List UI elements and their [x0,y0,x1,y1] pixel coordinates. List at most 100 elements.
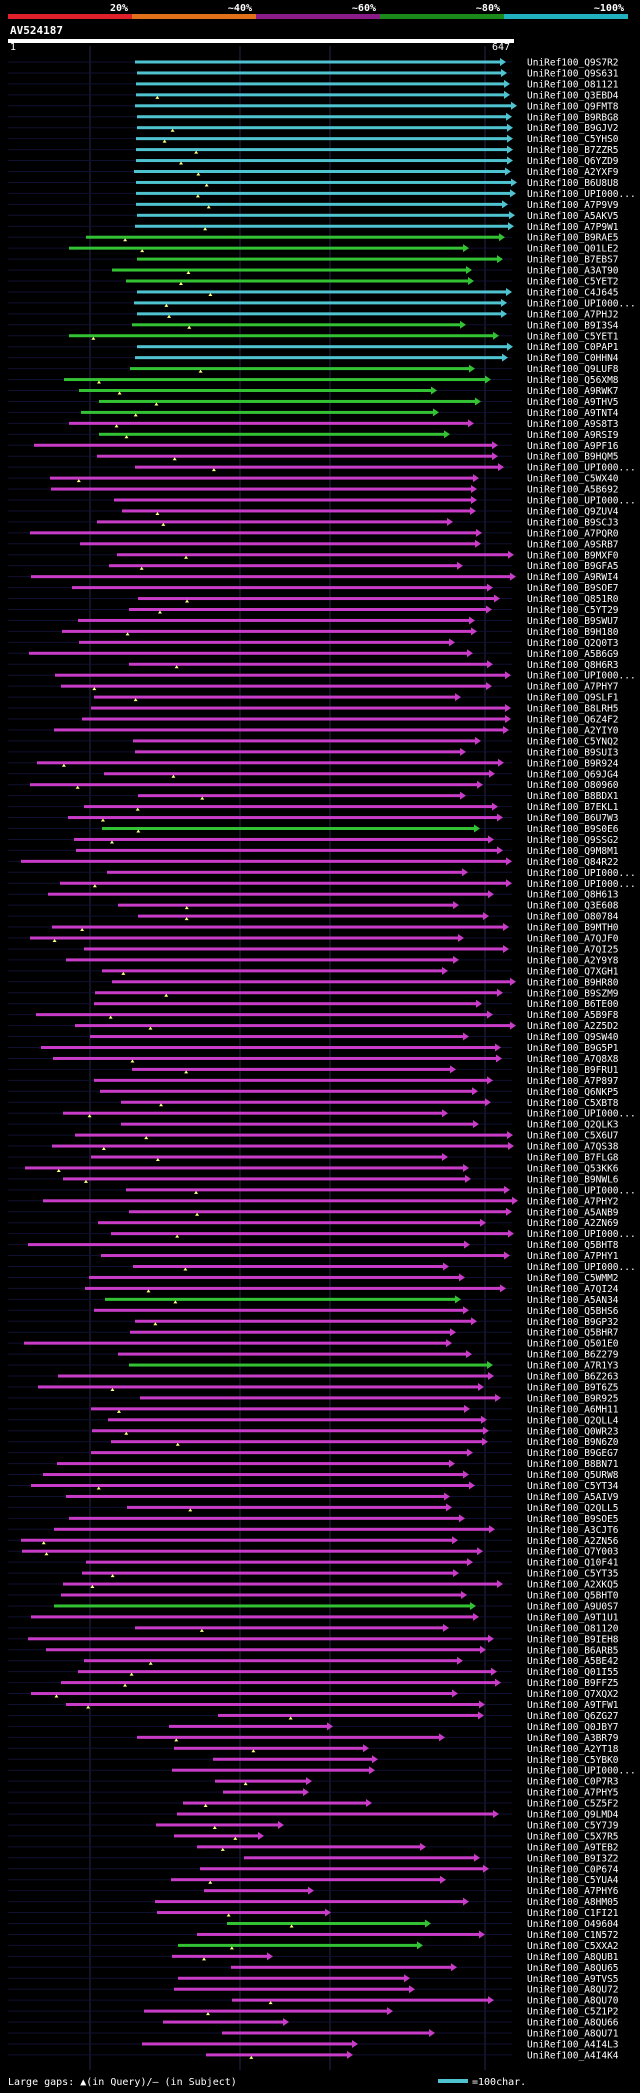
query-gap-marker [155,95,160,99]
hit-bar [222,2031,429,2035]
hit-label: UniRef100_Q5BHT0 [527,1591,619,1602]
hit-label: UniRef100_Q5BHT8 [527,1240,619,1251]
hit-label: UniRef100_C5YHS0 [527,134,619,145]
hit-arrow [439,1733,445,1742]
hit-arrow [431,386,437,395]
hit-bar [137,345,507,349]
hit-bar [178,1943,417,1947]
hit-arrow [470,506,476,515]
hit-label: UniRef100_A8QU71 [527,2029,619,2040]
hit-arrow [461,1591,467,1599]
hit-row: UniRef100_C0P674 [200,1864,619,1875]
hit-arrow [450,1065,456,1074]
hit-bar [78,618,469,622]
hit-label: UniRef100_Q5BHR7 [527,1328,619,1339]
hit-label: UniRef100_B9R925 [527,1393,619,1404]
hit-row: UniRef100_A7R1Y3 [129,1361,619,1372]
hit-row: UniRef100_C5YUA4 [171,1875,619,1886]
hit-row: UniRef100_A7PHY7 [61,682,619,693]
hit-label: UniRef100_A7P897 [527,1076,619,1087]
hit-label: UniRef100_Q6YZD9 [527,156,619,167]
query-gap-marker [208,1880,213,1884]
query-gap-marker [116,1409,121,1413]
hit-arrow [502,200,508,209]
hit-bar [111,1232,508,1236]
hit-label: UniRef100_C5Z5F2 [527,1799,619,1810]
hit-bar [68,816,497,820]
hit-row: UniRef100_A9SRB7 [80,539,619,550]
hit-label: UniRef100_Q851R0 [527,594,619,605]
hit-label: UniRef100_C5Z1P2 [527,2007,619,2018]
hit-label: UniRef100_A8QU70 [527,1996,619,2007]
hit-label: UniRef100_UPI000... [527,496,636,507]
hit-label: UniRef100_Q01LE2 [527,244,619,255]
hit-label: UniRef100_Q2QLL4 [527,1415,619,1426]
hit-bar [136,93,504,97]
hit-label: UniRef100_A6MH11 [527,1404,619,1415]
hit-bar [135,60,500,64]
hit-row: UniRef100_A9TEB2 [197,1842,619,1853]
hit-arrow [467,1448,473,1457]
hit-arrow [464,1240,470,1249]
hit-label: UniRef100_Q56XM8 [527,375,619,386]
hit-row: UniRef100_A5BE42 [84,1656,619,1667]
hit-row: UniRef100_UPI000... [63,1109,636,1120]
hit-row: UniRef100_Q2Q0T3 [79,638,619,649]
hit-bar [114,498,471,502]
hit-arrow [476,528,482,537]
hit-arrow [488,1634,494,1643]
hit-row: UniRef100_A9U0S7 [54,1601,619,1612]
hit-arrow [504,1185,510,1194]
query-gap-marker [289,1924,294,1928]
query-gap-marker [159,1103,164,1107]
hit-row: UniRef100_Q2QLL5 [127,1503,619,1514]
hit-arrow [471,627,477,636]
hit-row: UniRef100_A7PHY1 [101,1251,619,1262]
hit-label: UniRef100_B9HR80 [527,977,619,988]
hit-arrow [429,2029,435,2037]
hit-label: UniRef100_A2ZN56 [527,1536,619,1547]
hit-bar [21,859,506,863]
hit-label: UniRef100_A5AIV9 [527,1492,619,1503]
hit-label: UniRef100_A3BR79 [527,1733,619,1744]
hit-row: UniRef100_Q6YZD9 [136,156,619,167]
hit-arrow [507,156,513,165]
hit-arrow [498,758,504,767]
query-gap-marker [92,884,97,888]
query-gap-marker [251,1749,256,1753]
query-gap-marker [90,1585,95,1589]
hit-arrow [509,211,515,220]
hit-row: UniRef100_Q5URW8 [43,1470,619,1481]
hit-label: UniRef100_A5AKV5 [527,211,619,222]
hit-row: UniRef100_UPI000... [60,879,636,890]
hit-bar [163,2020,283,2024]
query-gap-marker [117,391,122,395]
hit-row: UniRef100_Q5BHT0 [61,1591,619,1602]
hit-label: UniRef100_A7R1Y3 [527,1361,619,1372]
hit-arrow [444,1492,450,1501]
hit-label: UniRef100_A2ZN69 [527,1218,619,1229]
hit-bar [200,1867,483,1871]
hit-row: UniRef100_A9THV5 [99,397,619,408]
hit-bar [157,1911,325,1915]
hit-arrow [495,1043,501,1052]
hit-label: UniRef100_A4I4L3 [527,2039,619,2050]
hit-bar [57,1462,449,1466]
query-gap-marker [136,829,141,833]
hit-row: UniRef100_B9SOE7 [72,583,619,594]
hit-label: UniRef100_B7EKL1 [527,802,619,813]
query-gap-marker [155,1158,160,1161]
hit-arrow [267,1952,273,1961]
hit-label: UniRef100_A8QU65 [527,1963,619,1974]
hit-arrow [471,1317,477,1326]
hit-label: UniRef100_A9THV5 [527,397,619,408]
query-gap-marker [61,763,66,767]
query-gap-marker [199,1628,204,1632]
query-gap-marker [44,1552,49,1556]
hit-row: UniRef100_UPI000... [135,463,636,474]
hit-label: UniRef100_Q6Z4F2 [527,715,619,726]
hit-bar [144,2009,387,2013]
hit-row: UniRef100_B9HR80 [112,977,619,988]
hit-label: UniRef100_B6Z279 [527,1350,619,1361]
query-gap-marker [208,292,213,296]
